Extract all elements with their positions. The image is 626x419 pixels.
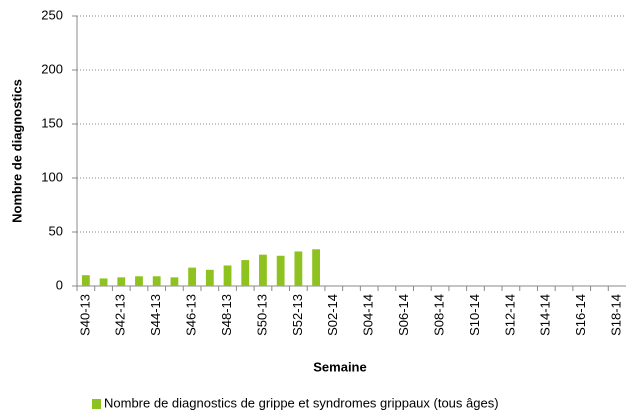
bar [152,276,161,286]
x-tick-label: S02-14 [325,294,340,336]
bar [135,276,143,286]
bar [170,277,179,286]
x-axis-label: Semaine [313,359,366,374]
legend-label: Nombre de diagnostics de grippe et syndr… [104,395,499,410]
x-tick-label: S18-14 [609,294,624,336]
x-tick-label: S16-14 [573,294,588,336]
x-tick-label: S52-13 [290,294,305,336]
bar [117,277,126,286]
y-tick-label: 0 [56,277,63,292]
x-tick-label: S04-14 [361,294,376,336]
bar [312,249,320,286]
bar [188,267,197,286]
y-tick-label: 200 [41,61,63,76]
y-tick-label: 100 [41,169,63,184]
x-tick-label: S50-13 [254,294,269,336]
x-tick-label: S14-14 [538,294,553,336]
bar [81,275,90,286]
x-tick-label: S48-13 [219,294,234,336]
x-tick-label: S10-14 [467,294,482,336]
y-tick-label: 150 [41,115,63,130]
bar [205,269,214,286]
bar [99,278,108,286]
bar [223,265,232,286]
bar [276,255,285,286]
bar [294,251,303,286]
x-tick-label: S44-13 [148,294,163,336]
y-tick-label: 250 [41,7,63,22]
y-tick-label: 50 [49,223,63,238]
x-tick-label: S40-13 [77,294,92,336]
x-tick-label: S42-13 [113,294,128,336]
bar [241,260,250,286]
x-tick-label: S08-14 [431,294,446,336]
legend-swatch [92,399,101,409]
x-tick-label: S06-14 [396,294,411,336]
x-tick-label: S46-13 [184,294,199,336]
y-axis-label: Nombre de diagnostics [9,79,24,223]
x-tick-label: S12-14 [502,294,517,336]
bar [259,254,267,286]
